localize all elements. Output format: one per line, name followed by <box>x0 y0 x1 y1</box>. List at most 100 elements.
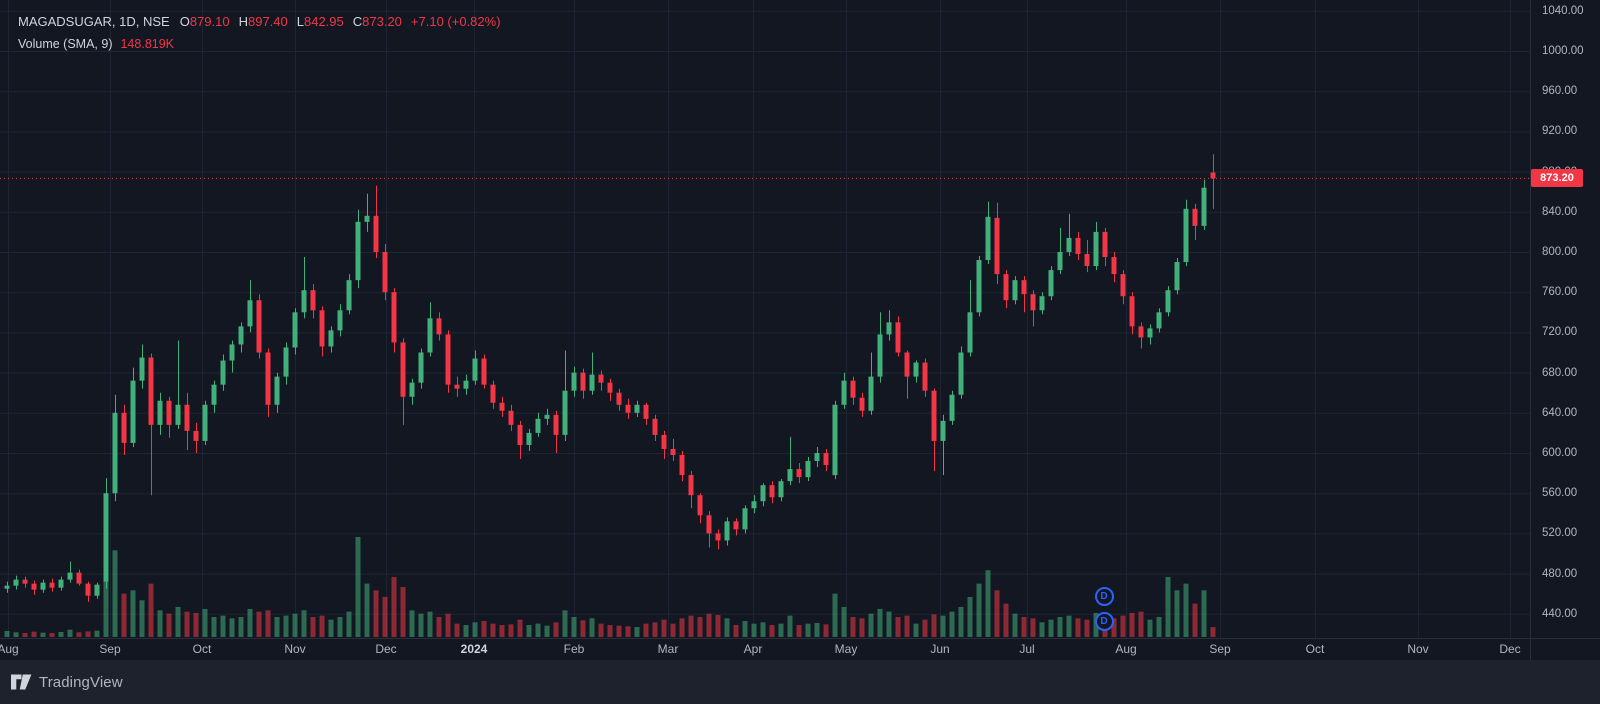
volume-bar <box>994 590 1000 637</box>
price-tick-label: 920.00 <box>1542 125 1578 138</box>
candle-body <box>949 394 955 421</box>
volume-bar <box>940 615 946 637</box>
candle-body <box>319 310 325 347</box>
volume-bar <box>814 622 820 637</box>
dividend-marker[interactable]: D <box>1094 611 1114 631</box>
volume-bar <box>589 618 595 637</box>
volume-indicator-label[interactable]: Volume (SMA, 9) <box>18 37 113 51</box>
candle-body <box>715 533 721 541</box>
volume-bar <box>40 632 46 637</box>
candle-body <box>49 582 55 588</box>
volume-bar <box>751 623 757 637</box>
volume-bar <box>436 616 442 637</box>
candle-body <box>814 453 820 462</box>
volume-bar <box>652 622 658 637</box>
volume-bar <box>517 619 523 637</box>
volume-bar <box>1075 618 1081 637</box>
time-tick-label: Sep <box>1209 642 1231 656</box>
price-tick-label: 520.00 <box>1542 527 1578 540</box>
volume-bar <box>301 610 307 637</box>
time-tick-label: Apr <box>743 642 763 656</box>
tradingview-logo-link[interactable]: TradingView <box>11 673 123 691</box>
volume-bar <box>292 613 298 637</box>
volume-bar <box>1039 622 1045 637</box>
candle-body <box>904 352 910 377</box>
candle-body <box>67 572 73 580</box>
volume-bar <box>274 616 280 637</box>
volume-bar <box>184 611 190 637</box>
candle-body <box>787 469 793 482</box>
candle-body <box>589 374 595 391</box>
candle-body <box>490 384 496 403</box>
candle-body <box>760 485 766 502</box>
candle-body <box>1138 326 1144 338</box>
price-tick-label: 1000.00 <box>1542 45 1584 57</box>
price-tick-label: 680.00 <box>1542 366 1578 379</box>
volume-bar <box>904 615 910 637</box>
high-value: H897.40 <box>238 14 288 29</box>
volume-bar <box>688 615 694 637</box>
candle-body <box>328 330 334 347</box>
candle-body <box>1021 280 1027 295</box>
volume-bar <box>634 626 640 637</box>
volume-bar <box>913 623 919 637</box>
candle-body <box>1012 280 1018 301</box>
time-axis[interactable]: Aug Sep Oct Nov Dec 2024 Feb Mar Apr May Jun Jul Aug… <box>0 639 1600 660</box>
close-value: C873.20 <box>352 14 402 29</box>
candle-body <box>1192 208 1198 226</box>
candle-body <box>148 357 154 425</box>
volume-bar <box>31 631 37 637</box>
volume-bar <box>454 623 460 637</box>
candle-body <box>1165 290 1171 313</box>
volume-bar <box>949 611 955 637</box>
volume-bar <box>859 618 865 637</box>
candle-body <box>310 290 316 311</box>
volume-bar <box>418 613 424 637</box>
volume-bar <box>868 613 874 637</box>
volume-bar <box>1147 619 1153 637</box>
volume-bar <box>976 583 982 637</box>
volume-bar <box>697 616 703 637</box>
symbol-title[interactable]: MAGADSUGAR, 1D, NSE <box>18 14 170 29</box>
time-axis-separator <box>0 638 1600 639</box>
volume-bar <box>841 606 847 637</box>
candle-body <box>292 312 298 348</box>
volume-bar <box>967 596 973 637</box>
candle-body <box>616 392 622 405</box>
volume-bar <box>49 632 55 637</box>
volume-bar <box>931 614 937 637</box>
volume-bar <box>85 631 91 637</box>
candle-body <box>850 380 856 398</box>
volume-bar <box>922 619 928 637</box>
candle-body <box>967 312 973 353</box>
candle-body <box>130 380 136 443</box>
volume-value: 148.819K <box>120 37 175 51</box>
candle-body <box>1084 254 1090 267</box>
volume-bar <box>157 610 163 637</box>
volume-bar <box>409 610 415 637</box>
volume-bar <box>508 624 514 637</box>
volume-bar <box>1129 612 1135 637</box>
candle-body <box>769 485 775 498</box>
candle-body <box>85 583 91 596</box>
candle-body <box>1003 274 1009 301</box>
open-value: O879.10 <box>179 14 230 29</box>
candlestick-chart[interactable] <box>0 0 1530 638</box>
volume-bar <box>139 600 145 637</box>
candle-body <box>1156 312 1162 329</box>
volume-bar <box>355 536 361 637</box>
symbol-legend-row: MAGADSUGAR, 1D, NSE O879.10 H897.40 L842… <box>18 13 501 31</box>
volume-bar <box>544 625 550 637</box>
candle-body <box>256 300 262 353</box>
last-price-label: 873.20 <box>1531 169 1583 188</box>
price-axis[interactable]: 1040.001000.00960.00920.00880.00840.0080… <box>1530 0 1600 638</box>
candle-body <box>139 357 145 381</box>
dividend-marker[interactable]: D <box>1094 586 1114 606</box>
volume-bar <box>742 620 748 637</box>
volume-bar <box>598 623 604 637</box>
candle-body <box>976 260 982 313</box>
volume-bar <box>724 618 730 637</box>
candle-body <box>1066 237 1072 252</box>
candle-body <box>58 579 64 588</box>
